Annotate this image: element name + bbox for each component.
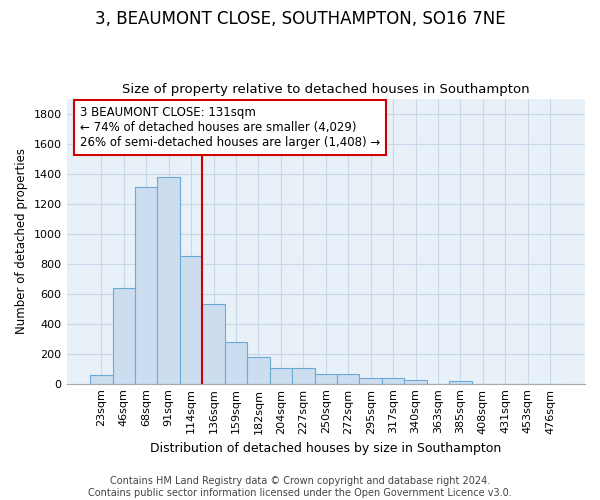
Bar (202, 304, 225, 384)
Bar (449, 382, 472, 384)
Bar (359, 378, 382, 384)
Text: Contains HM Land Registry data © Crown copyright and database right 2024.
Contai: Contains HM Land Registry data © Crown c… (88, 476, 512, 498)
Bar (292, 368, 314, 384)
Bar (157, 176, 180, 384)
Bar (135, 187, 157, 384)
X-axis label: Distribution of detached houses by size in Southampton: Distribution of detached houses by size … (150, 442, 502, 455)
Bar (382, 378, 404, 384)
Bar (225, 342, 247, 384)
Bar (180, 256, 202, 384)
Bar (113, 288, 135, 384)
Title: Size of property relative to detached houses in Southampton: Size of property relative to detached ho… (122, 83, 530, 96)
Bar (269, 368, 292, 384)
Bar (247, 356, 269, 384)
Text: 3, BEAUMONT CLOSE, SOUTHAMPTON, SO16 7NE: 3, BEAUMONT CLOSE, SOUTHAMPTON, SO16 7NE (95, 10, 505, 28)
Text: 3 BEAUMONT CLOSE: 131sqm
← 74% of detached houses are smaller (4,029)
26% of sem: 3 BEAUMONT CLOSE: 131sqm ← 74% of detach… (80, 106, 380, 148)
Bar (404, 380, 427, 384)
Bar (314, 374, 337, 384)
Bar (90, 376, 113, 384)
Bar (337, 374, 359, 384)
Y-axis label: Number of detached properties: Number of detached properties (15, 148, 28, 334)
